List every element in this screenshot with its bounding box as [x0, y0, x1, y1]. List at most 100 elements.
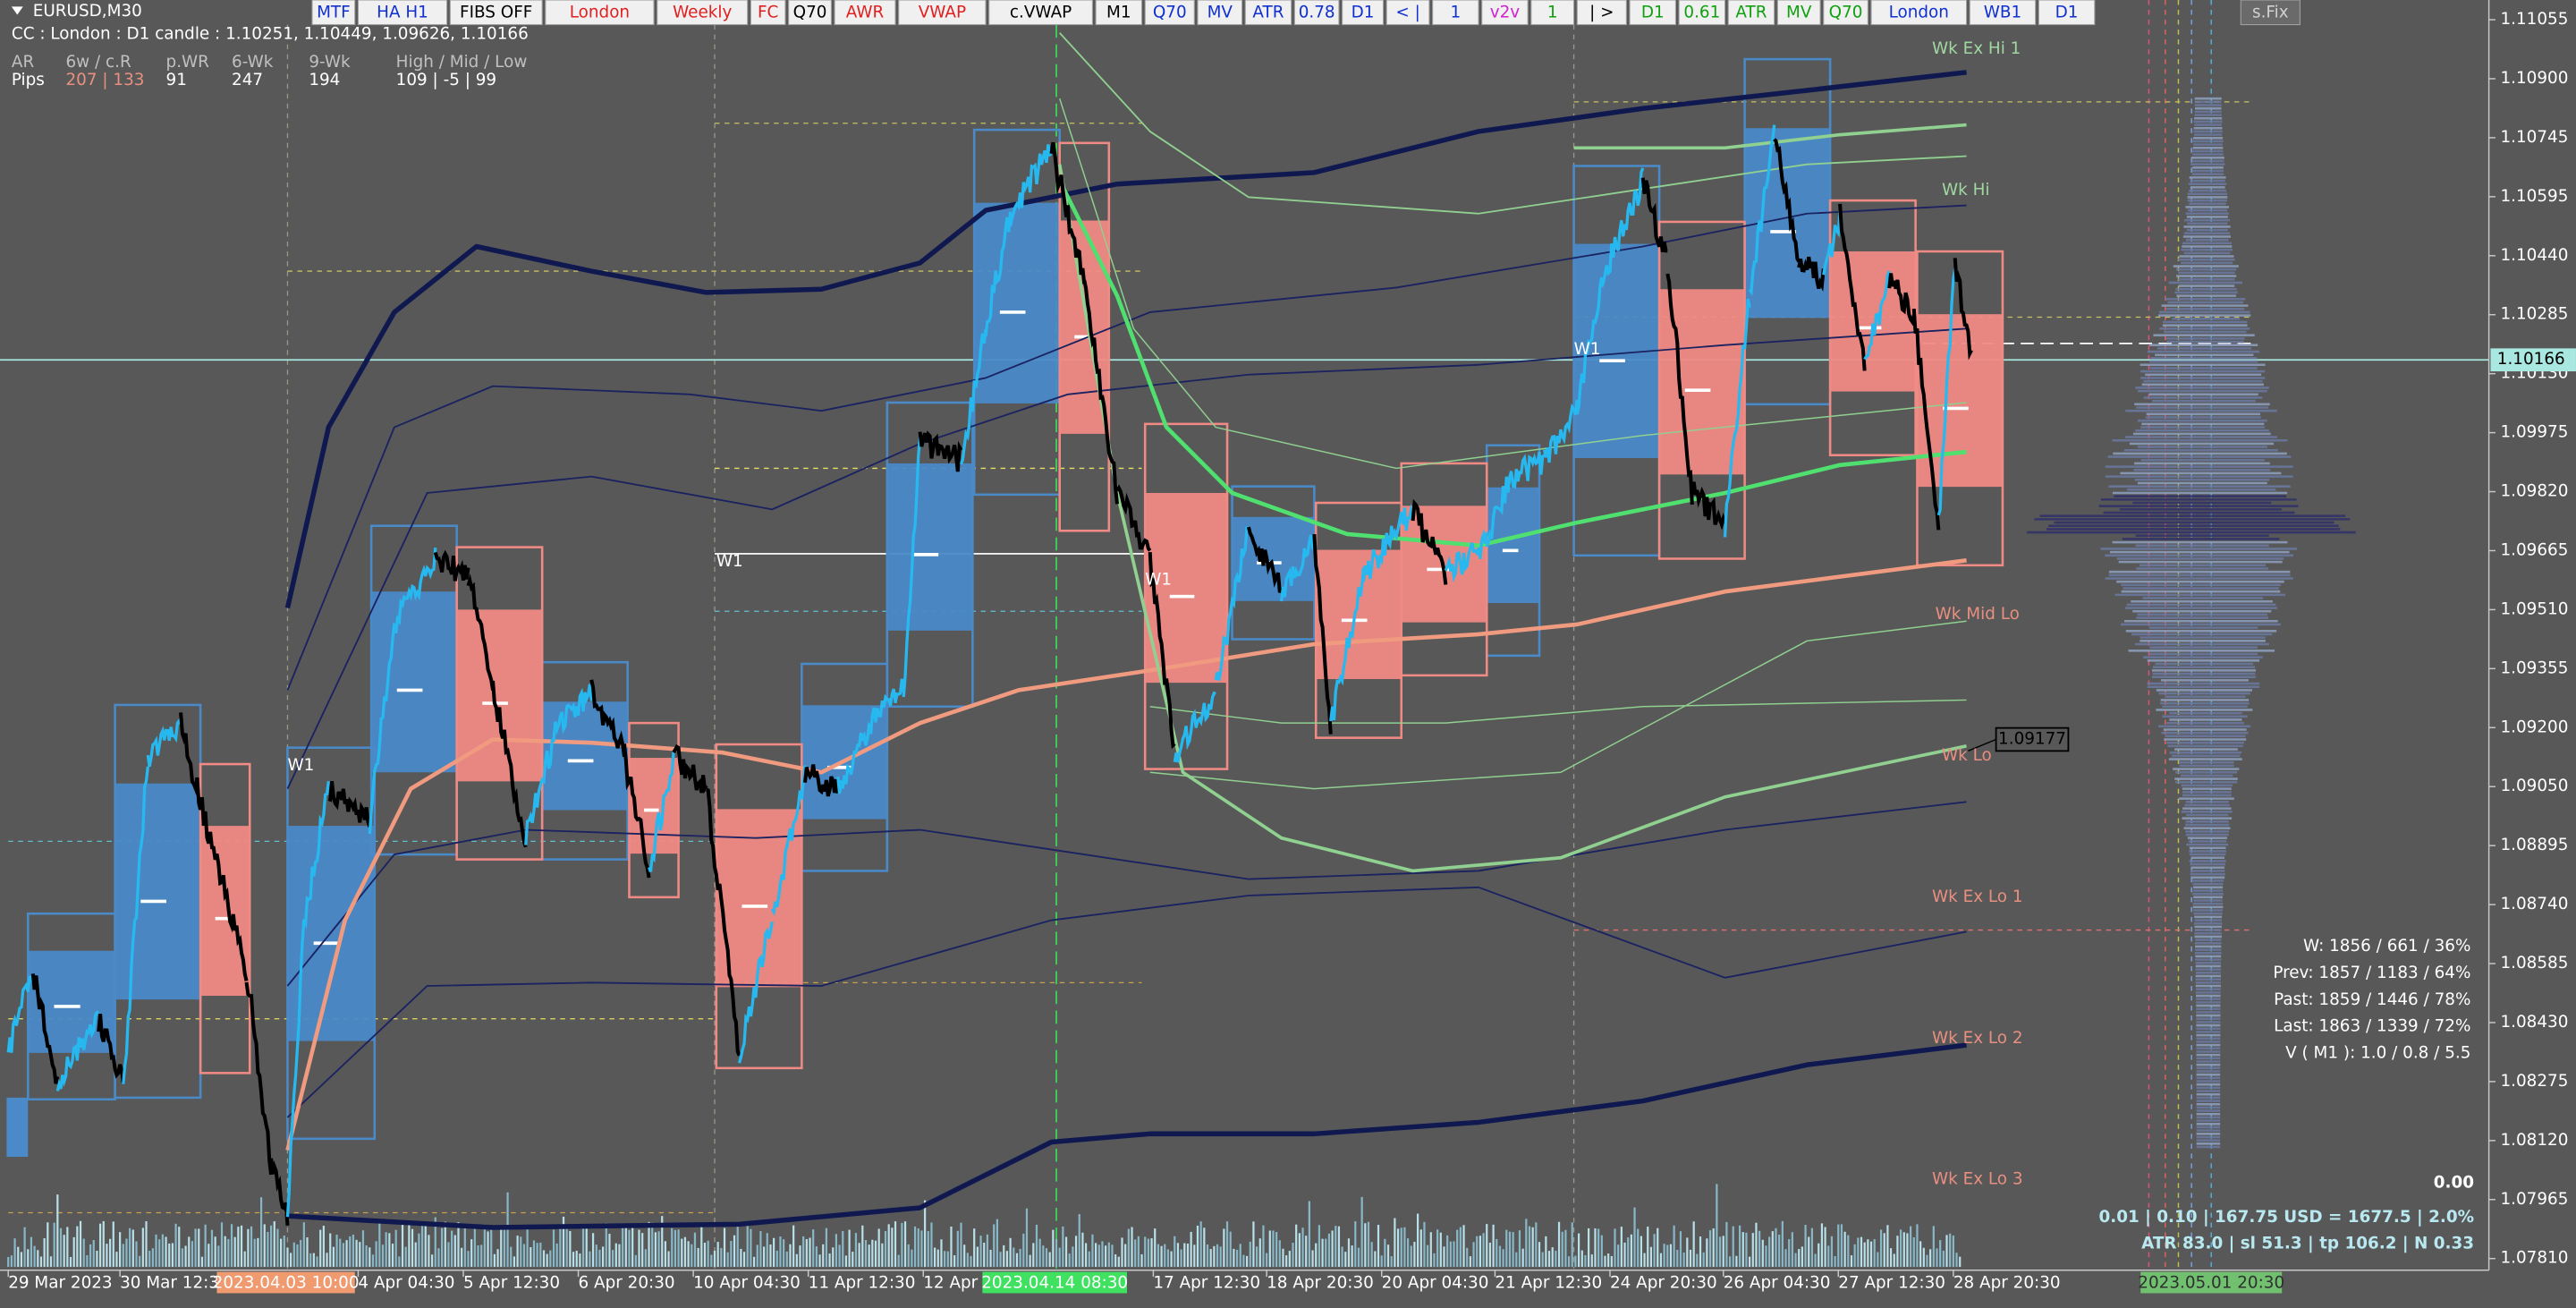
price-label: 1.08120 — [2500, 1131, 2568, 1150]
time-marker: 2023.05.01 20:30 — [2138, 1273, 2284, 1292]
price-up — [302, 780, 331, 930]
fix-button[interactable]: s.Fix — [2252, 4, 2289, 22]
toolbar-button[interactable]: WB1 — [1984, 4, 2021, 22]
toolbar-button[interactable]: FIBS OFF — [460, 4, 532, 22]
price-down — [706, 787, 741, 1057]
bear-range-box — [1916, 250, 2004, 567]
stats-header: 6w / c.R — [66, 53, 131, 72]
toolbar-button[interactable]: VWAP — [919, 4, 966, 22]
time-label: 30 Mar 12:30 — [120, 1273, 230, 1292]
price-down — [1797, 256, 1826, 293]
risk-line: 0.01 | 0.10 | 167.75 USD = 1677.5 | 2.0% — [2098, 1208, 2474, 1227]
toolbar-button[interactable]: 1 — [1450, 4, 1461, 22]
toolbar-button[interactable]: Q70 — [793, 4, 827, 22]
toolbar-button[interactable]: < | — [1395, 4, 1419, 22]
price-up — [285, 919, 306, 1218]
toolbar-button[interactable]: 0.61 — [1683, 4, 1720, 22]
time-label: 4 Apr 04:30 — [358, 1273, 454, 1292]
price-axis-bg — [2488, 0, 2576, 1270]
toolbar-button[interactable]: MV — [1786, 4, 1812, 22]
toolbar-button[interactable]: FC — [758, 4, 778, 22]
toolbar-button[interactable]: D1 — [1641, 4, 1665, 22]
price-label: 1.09975 — [2500, 423, 2568, 442]
toolbar-button[interactable]: Q70 — [1829, 4, 1863, 22]
price-down — [1246, 526, 1284, 593]
price-label: 1.09665 — [2500, 540, 2568, 559]
toolbar-button[interactable]: | > — [1589, 4, 1614, 22]
price-label: 1.09510 — [2500, 599, 2568, 618]
toolbar-button-bg — [1629, 0, 1677, 26]
time-label: 21 Apr 12:30 — [1495, 1273, 1602, 1292]
price-down — [491, 680, 528, 848]
toolbar-button[interactable]: M1 — [1106, 4, 1131, 22]
toolbar-button[interactable]: v2v — [1490, 4, 1521, 22]
vwap-band — [286, 204, 1967, 691]
level-label: Wk Lo — [1942, 746, 1992, 765]
price-down — [269, 1158, 290, 1226]
time-marker: 2023.04.03 10:00 — [213, 1273, 360, 1292]
time-label: 24 Apr 20:30 — [1610, 1273, 1717, 1292]
price-up — [393, 548, 437, 633]
toolbar-button-bg — [1776, 0, 1821, 26]
price-down — [1082, 279, 1119, 505]
stats-header: High / Mid / Low — [396, 53, 528, 72]
level-label: Wk Hi — [1942, 181, 1990, 200]
time-label: 17 Apr 12:30 — [1153, 1273, 1260, 1292]
bull-range-box — [886, 401, 974, 709]
price-down — [1115, 484, 1152, 552]
toolbar-button[interactable]: Weekly — [673, 4, 732, 22]
bear-range-box — [1657, 220, 1746, 560]
price-up — [556, 684, 593, 735]
atr-line: ATR 83.0 | sl 51.3 | tp 106.2 | N 0.33 — [2141, 1234, 2474, 1253]
toolbar-button[interactable]: 1 — [1547, 4, 1558, 22]
toolbar-button-bg — [1385, 0, 1430, 26]
vwap-band — [286, 327, 1967, 790]
toolbar-button-bg — [1144, 0, 1195, 26]
bear-range-fill — [200, 826, 250, 997]
band-green-thin — [1149, 699, 1967, 724]
price-label: 1.08895 — [2500, 836, 2568, 854]
price-down — [1911, 308, 1941, 531]
price-up — [368, 623, 396, 835]
session-marker: W1 — [287, 756, 314, 775]
price-up — [1329, 567, 1366, 722]
price-down — [803, 764, 840, 797]
toolbar-button-bg — [1293, 0, 1340, 26]
toolbar-button[interactable]: D1 — [2055, 4, 2079, 22]
price-up — [1936, 268, 1957, 516]
toolbar-button-bg — [545, 0, 655, 26]
crosshair-price: 1.09177 — [1998, 730, 2066, 749]
band-green-thin — [1149, 620, 1967, 790]
toolbar-button[interactable]: c.VWAP — [1010, 4, 1072, 22]
toolbar-button[interactable]: HA H1 — [377, 4, 428, 22]
crosshair-price-bg — [1995, 726, 2070, 752]
time-label: 18 Apr 20:30 — [1267, 1273, 1374, 1292]
time-label: 28 Apr 20:30 — [1953, 1273, 2061, 1292]
bull-range-box — [286, 746, 377, 1141]
price-label: 1.10285 — [2500, 305, 2568, 324]
cvwap-line — [1057, 180, 1967, 548]
toolbar-button[interactable]: London — [570, 4, 630, 22]
toolbar-button[interactable]: D1 — [1352, 4, 1375, 22]
toolbar-button-bg — [1727, 0, 1775, 26]
toolbar-button[interactable]: ATR — [1252, 4, 1284, 22]
toolbar-button[interactable]: AWR — [846, 4, 885, 22]
toolbar-button-bg — [788, 0, 832, 26]
info-line: CC : London : D1 candle : 1.10251, 1.104… — [12, 25, 529, 44]
stats-value: 247 — [232, 71, 263, 89]
toolbar-button[interactable]: 0.78 — [1299, 4, 1335, 22]
toolbar-button[interactable]: MV — [1208, 4, 1233, 22]
bear-range-box — [455, 546, 544, 861]
toolbar-button[interactable]: MTF — [317, 4, 351, 22]
vwap-band-outer — [287, 1042, 1967, 1230]
toolbar-button-bg — [1342, 0, 1385, 26]
bull-range-fill — [542, 701, 628, 811]
toolbar-button[interactable]: Q70 — [1153, 4, 1187, 22]
level-label: Wk Mid Lo — [1936, 605, 2020, 624]
toolbar-button[interactable]: ATR — [1735, 4, 1767, 22]
toolbar-button-bg — [1095, 0, 1143, 26]
bear-range-fill — [1830, 251, 1916, 392]
toolbar-button[interactable]: London — [1889, 4, 1949, 22]
left-fill — [6, 1097, 29, 1158]
